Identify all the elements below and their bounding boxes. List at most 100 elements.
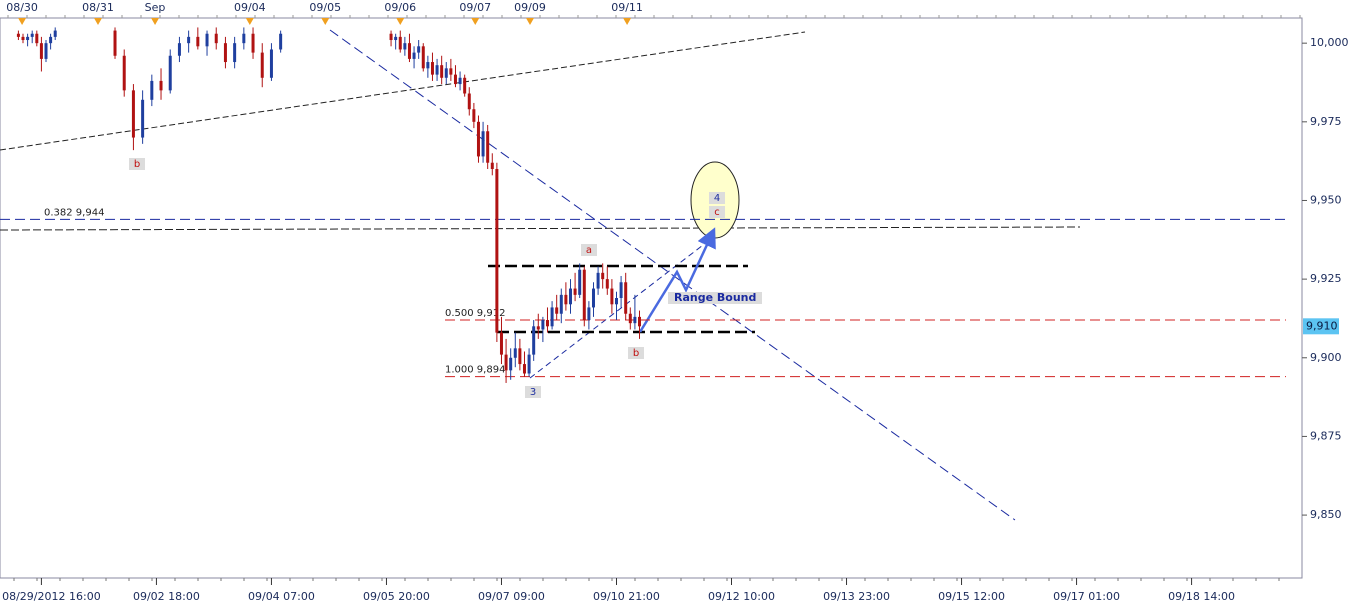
candle-body <box>435 65 439 75</box>
candle-body <box>187 36 191 44</box>
candle-body <box>449 68 453 75</box>
top-tick-label: 09/04 <box>234 1 266 14</box>
x-tick-label: 09/10 21:00 <box>593 590 660 603</box>
last-price-box <box>1303 318 1339 335</box>
candle-body <box>499 332 503 355</box>
candle-body <box>49 36 53 44</box>
candle-body <box>624 282 628 314</box>
candle-body <box>141 99 145 138</box>
candle-body <box>458 77 462 85</box>
candle-body <box>532 326 536 355</box>
projection-arrow <box>638 227 716 333</box>
x-tick-label: 09/02 18:00 <box>133 590 200 603</box>
x-tick-label: 09/15 12:00 <box>938 590 1005 603</box>
candle-body <box>16 33 20 37</box>
candle-body <box>389 33 393 41</box>
candle-body <box>486 131 490 163</box>
y-tick-label: 9,850 <box>1310 508 1342 521</box>
candle-body <box>610 288 614 305</box>
top-tick-label: 09/06 <box>384 1 416 14</box>
candle-body <box>463 77 467 94</box>
candle-body <box>527 354 531 374</box>
candle-body <box>555 307 559 314</box>
candle-body <box>39 43 43 59</box>
candle-body <box>541 320 545 330</box>
wave-label: c <box>714 207 720 218</box>
range-label: Range Bound <box>674 291 756 304</box>
candle-body <box>196 36 200 47</box>
top-tick-marker <box>396 18 405 25</box>
top-tick-marker <box>623 18 632 25</box>
y-tick-label: 9,925 <box>1310 272 1342 285</box>
candle-body <box>591 288 595 308</box>
candle-body <box>440 65 444 78</box>
x-tick-label: 09/07 09:00 <box>478 590 545 603</box>
top-tick-label: 09/09 <box>514 1 546 14</box>
wave-label: 4 <box>714 193 720 204</box>
last-price-label: 9,910 <box>1306 319 1338 332</box>
candle-body <box>398 36 402 50</box>
top-tick-label: 09/11 <box>611 1 643 14</box>
candle-body <box>578 269 582 295</box>
top-tick-marker <box>245 18 254 25</box>
wave-label: a <box>586 245 592 256</box>
candle-body <box>421 46 425 69</box>
wave-label-box <box>581 244 597 256</box>
top-tick-label: 08/30 <box>6 1 38 14</box>
candle-body <box>518 348 522 365</box>
y-tick-label: 9,950 <box>1310 193 1342 206</box>
candle-body <box>472 109 476 122</box>
y-tick-label: 10,000 <box>1310 36 1349 49</box>
candle-body <box>426 62 430 69</box>
candle-body <box>168 55 172 91</box>
candle-body <box>504 354 508 371</box>
candle-body <box>205 33 209 47</box>
candle-body <box>113 30 117 56</box>
level-label: 0.500 9,912 <box>445 308 505 319</box>
candle-body <box>251 33 255 53</box>
candle-body <box>453 74 457 85</box>
wave-label: 3 <box>530 387 536 398</box>
candle-body <box>568 288 572 305</box>
wave-label-box <box>129 158 145 170</box>
candle-body <box>481 131 485 157</box>
annotations: b a c 4 3 b Range Bound <box>129 158 762 398</box>
candle-body <box>596 272 600 289</box>
candle-body <box>233 43 237 63</box>
y-tick-label: 9,875 <box>1310 429 1342 442</box>
candle-body <box>430 62 434 75</box>
candle-body <box>159 80 163 91</box>
candle-body <box>476 121 480 157</box>
candle-body <box>573 288 577 295</box>
candle-body <box>412 52 416 59</box>
top-tick-marker <box>93 18 102 25</box>
candle-body <box>559 294 563 314</box>
wave-label-box <box>525 386 541 398</box>
trend-line <box>0 226 1081 231</box>
candle-body <box>279 33 283 50</box>
candle-body <box>495 169 499 333</box>
candle-body <box>550 307 554 327</box>
top-tick-marker <box>151 18 160 25</box>
candle-body <box>35 33 39 44</box>
top-tick-label: 08/31 <box>82 1 114 14</box>
top-tick-label: 09/07 <box>459 1 491 14</box>
candle-body <box>564 294 568 305</box>
candle-body <box>509 357 513 371</box>
candle-body <box>394 36 398 41</box>
wave-label: b <box>633 348 639 359</box>
candle-body <box>545 320 549 327</box>
candle-body <box>490 162 494 170</box>
candle-body <box>444 68 448 78</box>
wave-label: b <box>134 159 140 170</box>
candle-body <box>619 282 623 298</box>
candle-body <box>30 33 34 37</box>
wave-label-box <box>628 347 644 359</box>
candle-body <box>582 269 586 321</box>
candle-body <box>637 316 641 327</box>
candle-body <box>614 298 618 305</box>
level-label: 1.000 9,894 <box>445 365 505 376</box>
wave-label-box <box>709 206 725 218</box>
candle-body <box>269 49 273 78</box>
